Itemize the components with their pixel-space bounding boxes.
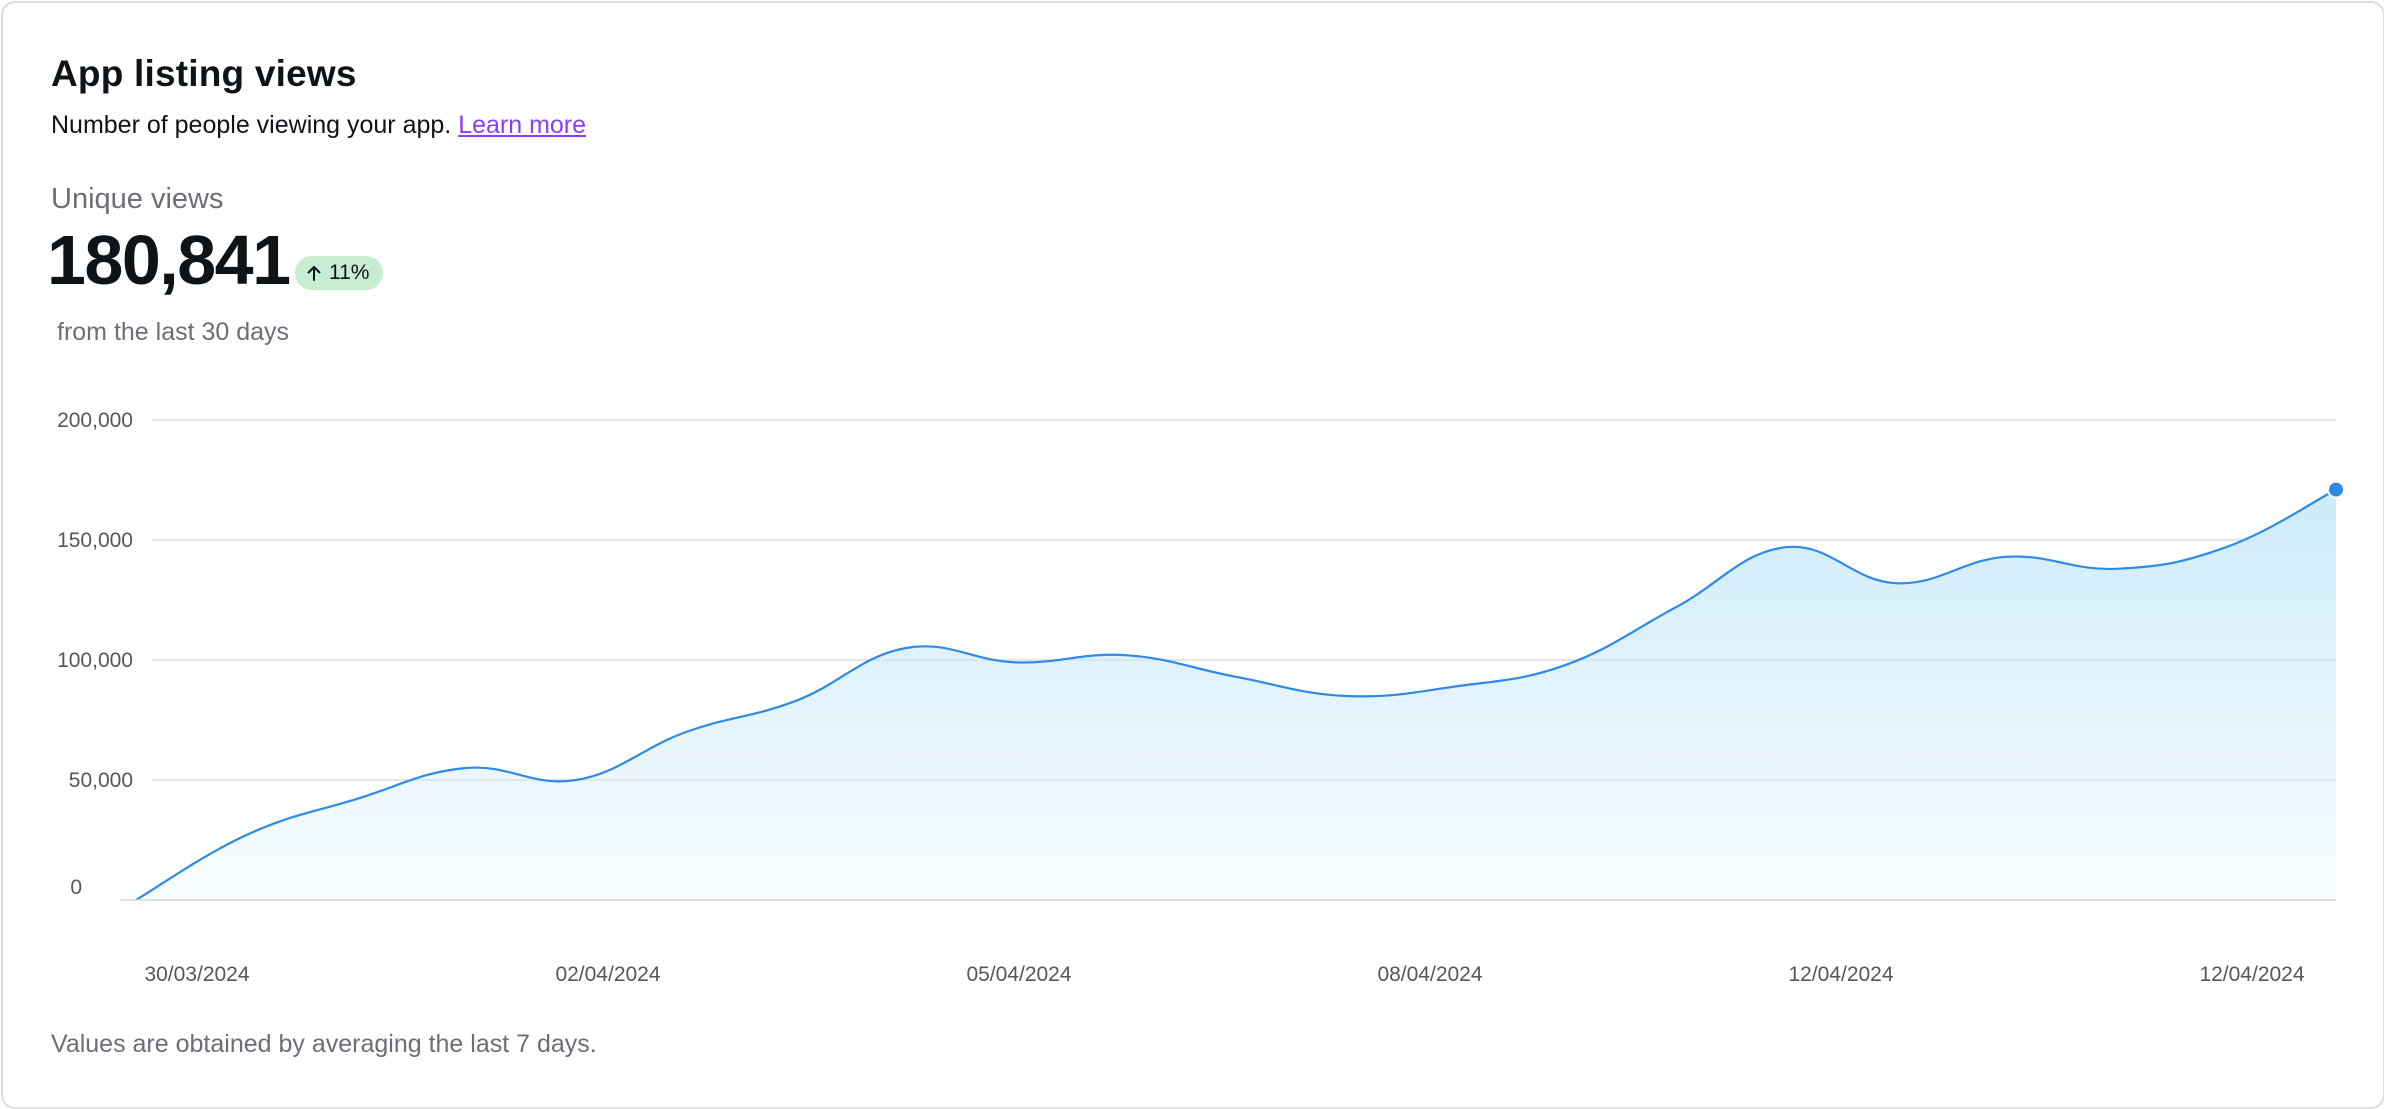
card-title: App listing views: [51, 53, 357, 94]
metric-value: 180,841: [47, 221, 291, 299]
learn-more-link[interactable]: Learn more: [458, 111, 587, 139]
latest-data-point[interactable]: [2327, 480, 2345, 499]
subtitle-text: Number of people viewing your app.: [51, 111, 452, 139]
metric-label: Unique views: [51, 183, 224, 215]
x-tick-label: 12/04/2024: [1788, 963, 1893, 986]
x-tick-label: 05/04/2024: [966, 963, 1071, 986]
y-tick-label: 50,000: [69, 769, 133, 792]
change-value: 11%: [329, 261, 370, 284]
y-tick-label: 100,000: [57, 649, 133, 672]
change-badge: 11%: [295, 256, 384, 290]
x-tick-label: 30/03/2024: [144, 963, 249, 986]
x-tick-label: 12/04/2024: [2199, 963, 2304, 986]
chart-footnote: Values are obtained by averaging the las…: [51, 1030, 597, 1058]
metric-period: from the last 30 days: [57, 318, 290, 346]
views-area-chart: 0 50,000 100,000 150,000 200,000 30/03/2024 0…: [57, 409, 2345, 986]
views-line: [135, 488, 2337, 901]
arrow-up-icon: [307, 266, 321, 281]
card-subtitle: Number of people viewing your app. Learn…: [51, 111, 586, 140]
y-tick-label: 200,000: [57, 409, 133, 432]
x-tick-label: 08/04/2024: [1377, 963, 1482, 986]
views-area: [136, 489, 2336, 900]
y-tick-label: 150,000: [57, 529, 133, 552]
x-tick-label: 02/04/2024: [555, 963, 660, 986]
y-tick-label: 0: [70, 876, 82, 899]
